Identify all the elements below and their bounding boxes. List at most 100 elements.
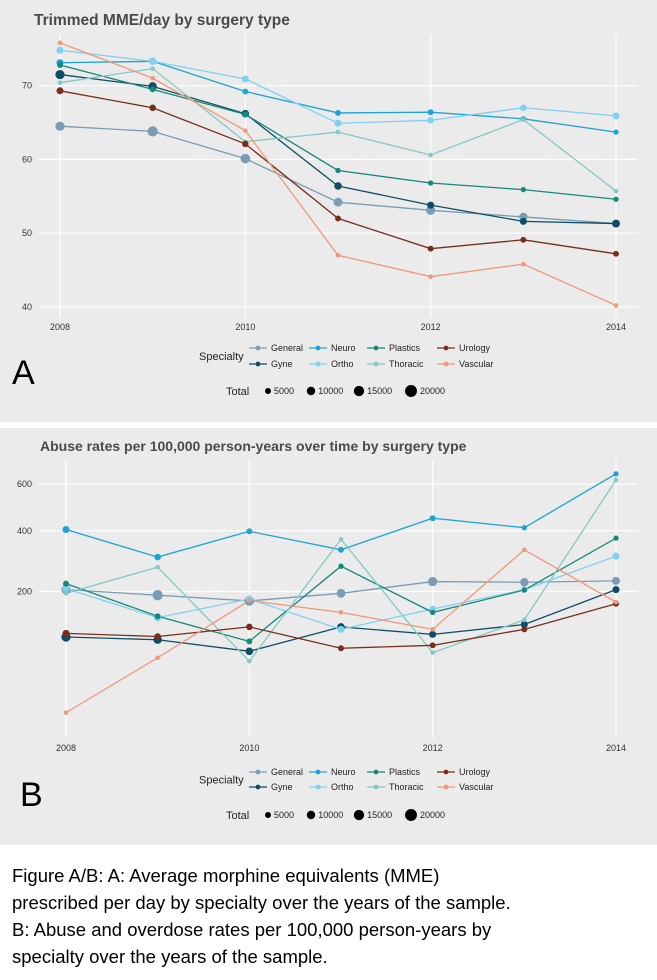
data-point-general: [147, 126, 158, 137]
size-legend-circle: [405, 385, 417, 397]
data-point-gyne: [334, 182, 342, 190]
legend-key-point: [315, 784, 321, 790]
data-point-neuro: [521, 525, 527, 531]
data-point-urology: [521, 626, 528, 633]
data-point-neuro: [242, 88, 249, 95]
data-point-plastics: [613, 196, 619, 202]
size-legend-label: 15000: [367, 386, 392, 396]
data-point-ortho: [337, 625, 345, 633]
legend-title: Specialty: [199, 351, 244, 363]
data-point-plastics: [154, 613, 161, 620]
data-point-plastics: [63, 580, 69, 587]
y-tick-label: 600: [17, 479, 32, 489]
data-point-general: [55, 121, 65, 131]
data-point-urology: [335, 215, 341, 222]
data-point-vascular: [522, 547, 527, 553]
caption-line: Figure A/B: A: Average morphine equivale…: [12, 865, 440, 886]
data-point-urology: [56, 87, 64, 95]
size-legend-circle: [265, 388, 271, 394]
data-point-thoracic: [63, 591, 69, 596]
data-point-urology: [520, 236, 527, 243]
caption-line: B: Abuse and overdose rates per 100,000 …: [12, 919, 492, 940]
data-point-general: [336, 588, 346, 598]
data-point-thoracic: [613, 477, 619, 483]
chart-b: 2008 2010 2012 2014 200 400 600 Abuse rates per…: [17, 438, 638, 822]
data-point-thoracic: [57, 80, 63, 85]
data-point-plastics: [430, 609, 436, 616]
y-tick-label: 40: [22, 302, 32, 312]
legend-key-point: [315, 361, 321, 367]
panel-letter: A: [12, 354, 35, 392]
legend-label-general: General: [271, 343, 303, 353]
data-point-urology: [338, 645, 344, 652]
data-point-plastics: [246, 638, 253, 645]
y-tick-label: 70: [22, 81, 32, 91]
legend-label-vascular: Vascular: [459, 782, 493, 792]
data-point-urology: [427, 245, 434, 252]
size-legend-circle: [353, 385, 365, 397]
size-legend-label: 5000: [274, 810, 294, 820]
data-point-vascular: [521, 261, 526, 267]
legend-key-point: [255, 345, 261, 351]
x-tick-label: 2012: [421, 322, 441, 332]
data-point-thoracic: [613, 188, 619, 194]
y-tick-label: 400: [17, 526, 32, 536]
panel-letter: B: [20, 776, 43, 814]
data-point-neuro: [246, 528, 253, 535]
caption-line: prescribed per day by specialty over the…: [12, 892, 511, 913]
data-point-thoracic: [430, 650, 435, 655]
legend-label-vascular: Vascular: [459, 359, 493, 369]
data-point-general: [240, 153, 251, 164]
data-point-neuro: [62, 525, 70, 534]
data-point-neuro: [154, 553, 161, 561]
data-point-ortho: [334, 119, 342, 127]
data-point-thoracic: [338, 536, 344, 542]
y-tick-label: 200: [17, 586, 32, 596]
legend-label-gyne: Gyne: [271, 359, 293, 369]
legend-key-point: [373, 769, 379, 775]
legend-label-gyne: Gyne: [271, 782, 293, 792]
x-tick-label: 2012: [423, 743, 443, 753]
size-legend-circle: [353, 809, 365, 821]
legend-key-point: [255, 361, 261, 367]
data-point-urology: [613, 250, 619, 257]
data-point-vascular: [57, 40, 63, 46]
data-point-thoracic: [150, 66, 155, 71]
data-point-ortho: [427, 117, 434, 124]
data-point-neuro: [613, 129, 619, 135]
legend-key-point: [315, 345, 321, 351]
legend-label-thoracic: Thoracic: [389, 782, 424, 792]
data-point-vascular: [430, 627, 435, 632]
data-point-gyne: [55, 69, 65, 80]
size-legend-label: 10000: [318, 810, 343, 820]
data-point-plastics: [520, 186, 526, 193]
legend-key-point: [373, 361, 379, 367]
data-point-urology: [429, 642, 436, 649]
legend-label-plastics: Plastics: [389, 343, 421, 353]
legend-label-neuro: Neuro: [331, 767, 356, 777]
data-point-vascular: [247, 598, 252, 603]
size-legend-label: 10000: [318, 386, 343, 396]
data-point-general: [520, 578, 529, 587]
x-tick-label: 2008: [50, 322, 70, 332]
data-point-gyne: [612, 586, 620, 594]
data-point-urology: [242, 140, 249, 148]
x-tick-label: 2010: [235, 322, 255, 332]
size-legend-label: 15000: [367, 810, 392, 820]
data-point-neuro: [613, 471, 619, 477]
data-point-gyne: [427, 201, 435, 209]
data-point-general: [428, 576, 438, 587]
data-point-general: [333, 197, 343, 207]
x-tick-label: 2010: [239, 743, 259, 753]
legend-key-point: [443, 769, 449, 775]
legend-label-neuro: Neuro: [331, 343, 356, 353]
data-point-ortho: [520, 104, 527, 112]
data-point-ortho: [56, 46, 64, 54]
legend-label-urology: Urology: [459, 767, 491, 777]
data-point-neuro: [429, 515, 436, 522]
data-point-gyne: [519, 217, 527, 225]
data-point-ortho: [612, 552, 620, 560]
data-point-thoracic: [428, 152, 433, 158]
legend-key-point: [373, 784, 379, 790]
legend-title: Specialty: [199, 775, 244, 787]
